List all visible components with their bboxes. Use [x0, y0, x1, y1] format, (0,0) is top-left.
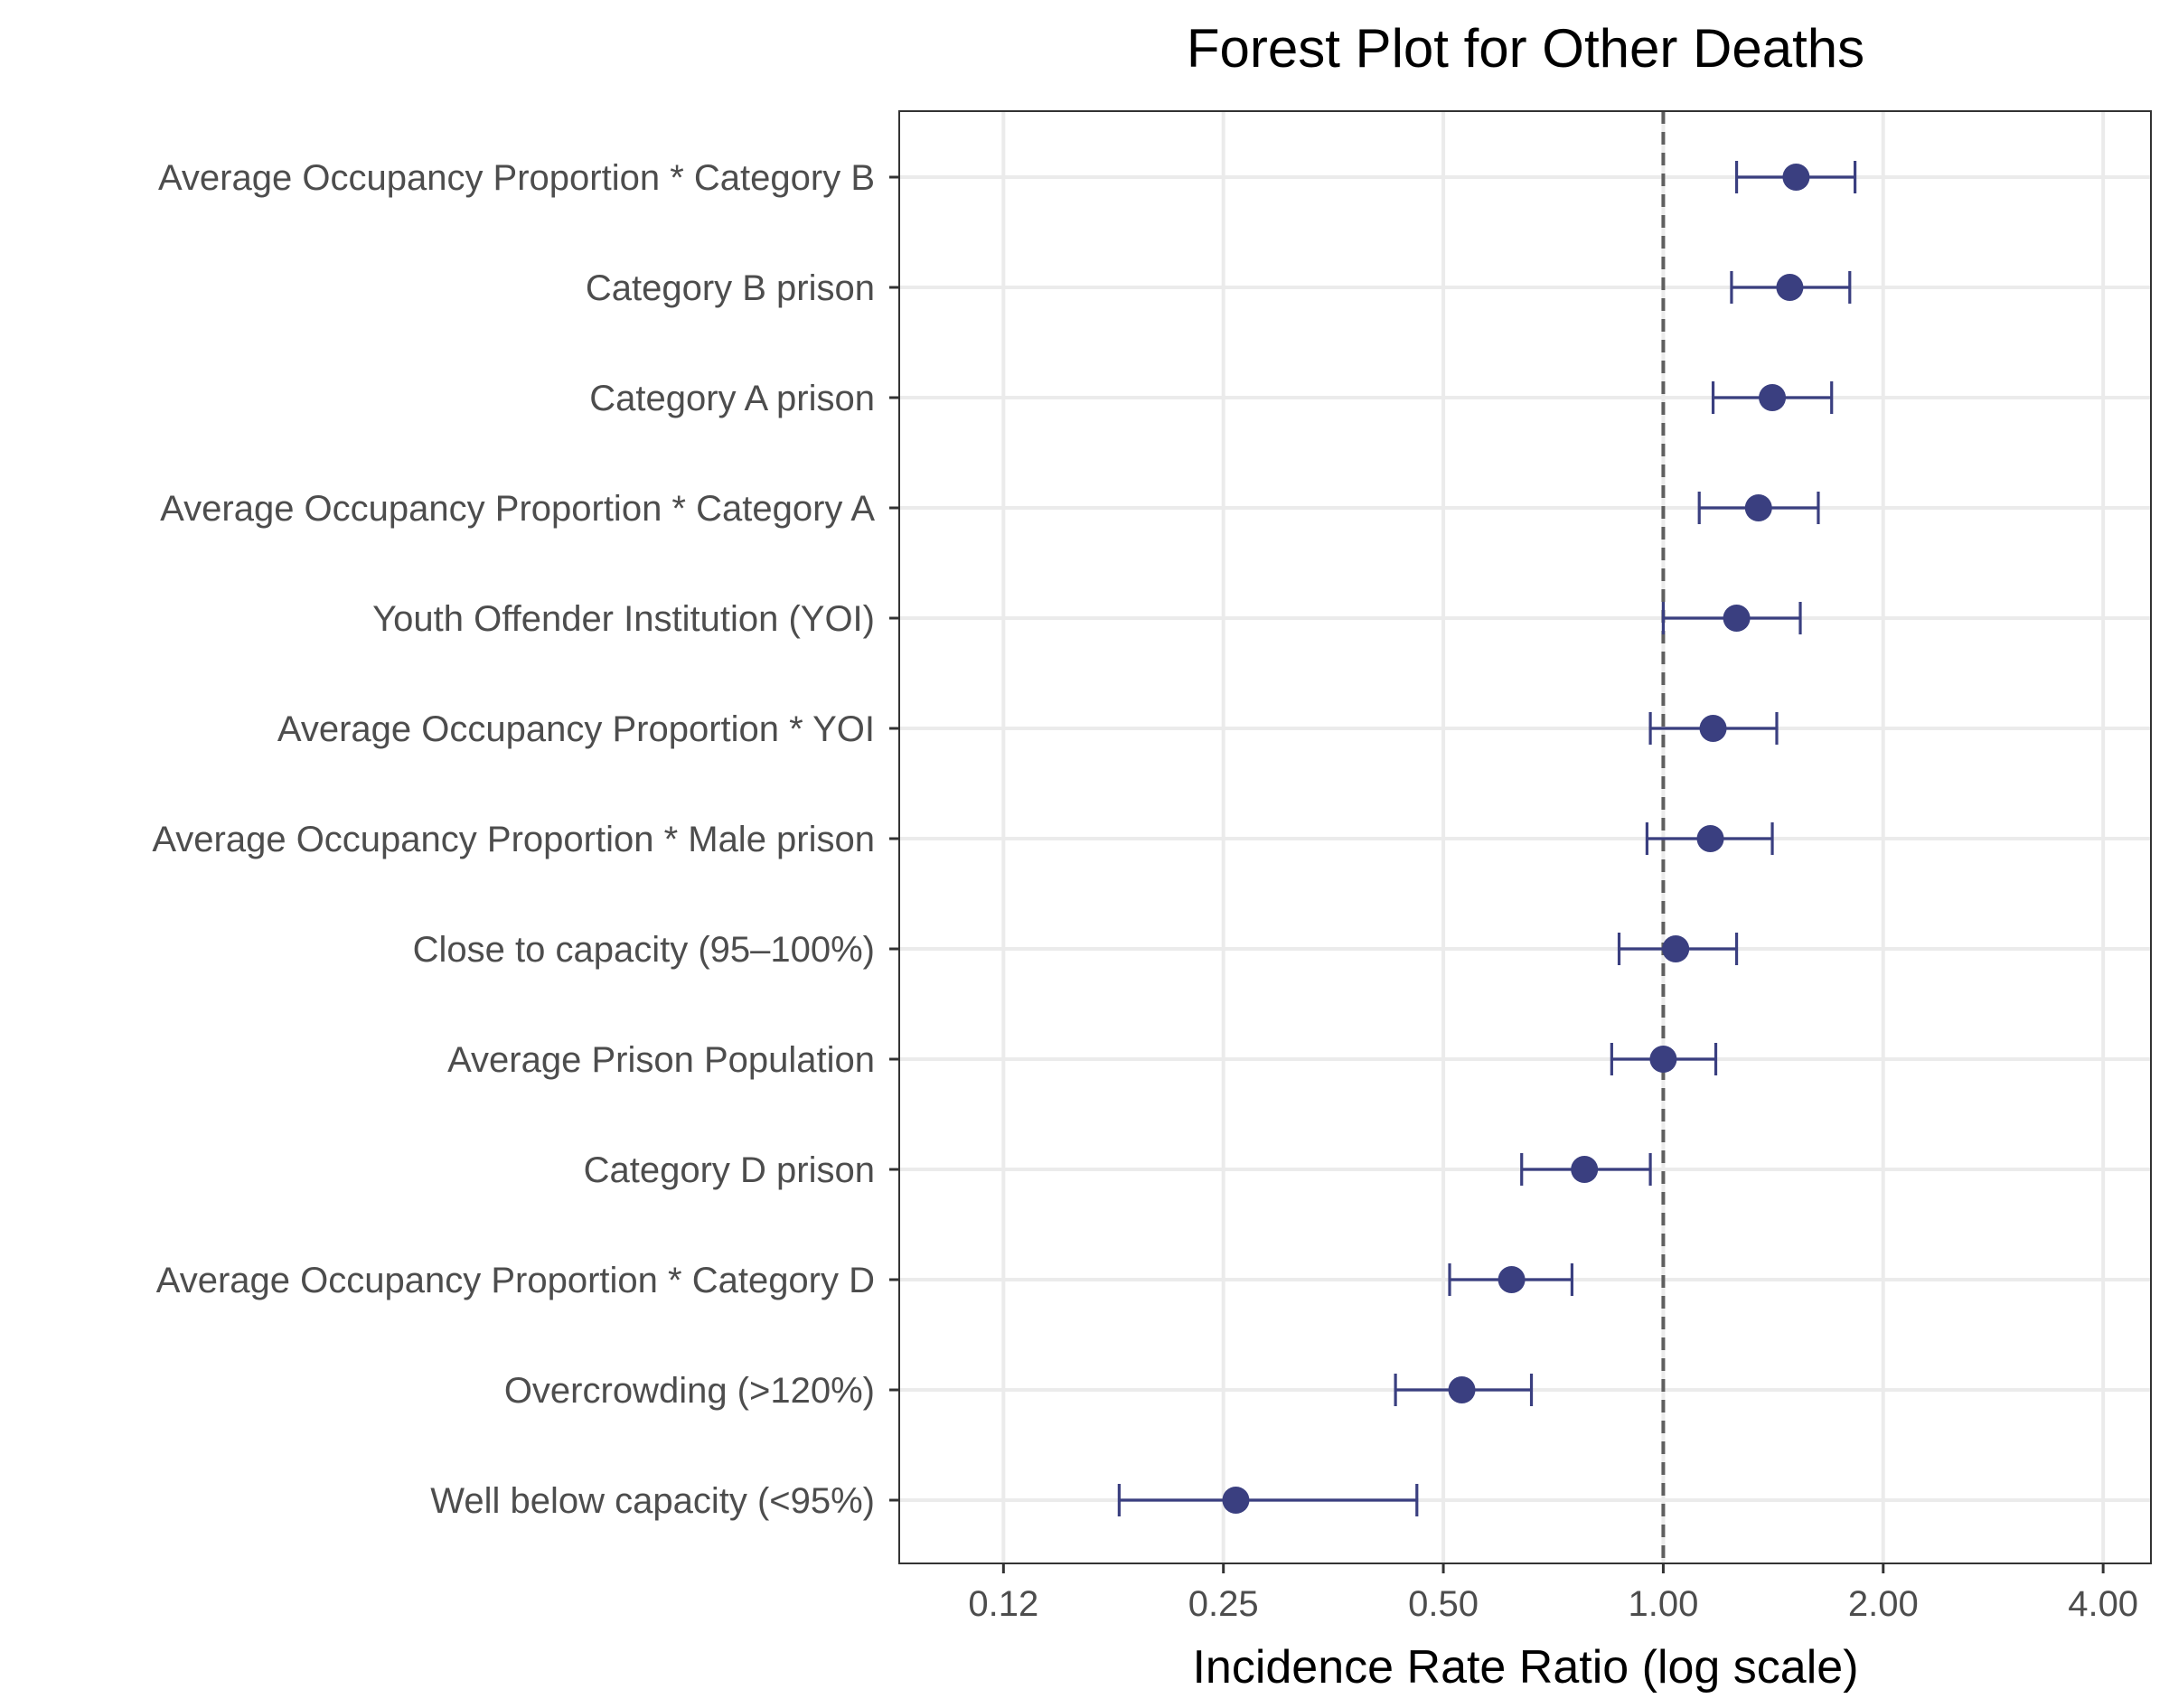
forest-row	[1394, 1374, 1534, 1406]
forest-row	[1117, 1484, 1419, 1516]
y-tick-label: Average Prison Population	[447, 1040, 875, 1080]
estimate-point	[1448, 1376, 1476, 1403]
y-tick-label: Overcrowding (>120%)	[504, 1371, 875, 1411]
y-axis: Average Occupancy Proportion * Category …	[152, 158, 899, 1521]
forest-row	[1648, 712, 1779, 745]
y-tick-label: Average Occupancy Proportion * Male pris…	[152, 820, 875, 859]
estimate-point	[1498, 1266, 1526, 1293]
y-tick-label: Close to capacity (95–100%)	[413, 930, 875, 970]
forest-row	[1734, 161, 1857, 193]
y-tick-label: Category A prison	[589, 379, 875, 418]
x-tick-label: 0.25	[1188, 1584, 1259, 1624]
estimate-point	[1744, 494, 1772, 521]
forest-row	[1448, 1263, 1574, 1296]
estimate-point	[1776, 274, 1804, 301]
y-tick-label: Average Occupancy Proportion * Category …	[160, 489, 875, 529]
y-tick-label: Category D prison	[584, 1150, 875, 1190]
x-tick-label: 0.50	[1408, 1584, 1479, 1624]
x-tick-label: 1.00	[1628, 1584, 1698, 1624]
forest-row	[1617, 933, 1739, 965]
estimate-point	[1696, 825, 1724, 852]
y-tick-label: Youth Offender Institution (YOI)	[372, 599, 875, 639]
y-tick-label: Average Occupancy Proportion * Category …	[156, 1261, 875, 1300]
estimate-point	[1571, 1156, 1599, 1183]
forest-row	[1697, 492, 1820, 524]
estimate-point	[1723, 605, 1751, 632]
forest-row	[1520, 1153, 1652, 1186]
forest-row	[1711, 381, 1834, 414]
x-axis: 0.12 0.25 0.50 1.00 2.00 4.00	[968, 1563, 2138, 1624]
grid	[899, 111, 2151, 1563]
x-tick-label: 4.00	[2068, 1584, 2138, 1624]
data-layer	[1117, 161, 1857, 1516]
x-axis-title: Incidence Rate Ratio (log scale)	[1192, 1641, 1858, 1694]
x-tick-label: 2.00	[1848, 1584, 1919, 1624]
estimate-point	[1649, 1046, 1677, 1073]
estimate-point	[1699, 715, 1727, 742]
estimate-point	[1759, 384, 1787, 411]
chart-title: Forest Plot for Other Deaths	[1187, 18, 1864, 79]
estimate-point	[1222, 1487, 1250, 1514]
forest-row	[1645, 822, 1774, 855]
forest-row	[1661, 602, 1802, 634]
forest-row	[1610, 1043, 1718, 1075]
y-tick-label: Average Occupancy Proportion * YOI	[277, 709, 875, 749]
x-tick-label: 0.12	[968, 1584, 1038, 1624]
estimate-point	[1782, 164, 1810, 191]
forest-row	[1730, 271, 1852, 304]
y-tick-label: Average Occupancy Proportion * Category …	[158, 158, 875, 198]
estimate-point	[1662, 935, 1690, 962]
y-tick-label: Category B prison	[586, 268, 875, 308]
y-tick-label: Well below capacity (<95%)	[430, 1481, 875, 1521]
